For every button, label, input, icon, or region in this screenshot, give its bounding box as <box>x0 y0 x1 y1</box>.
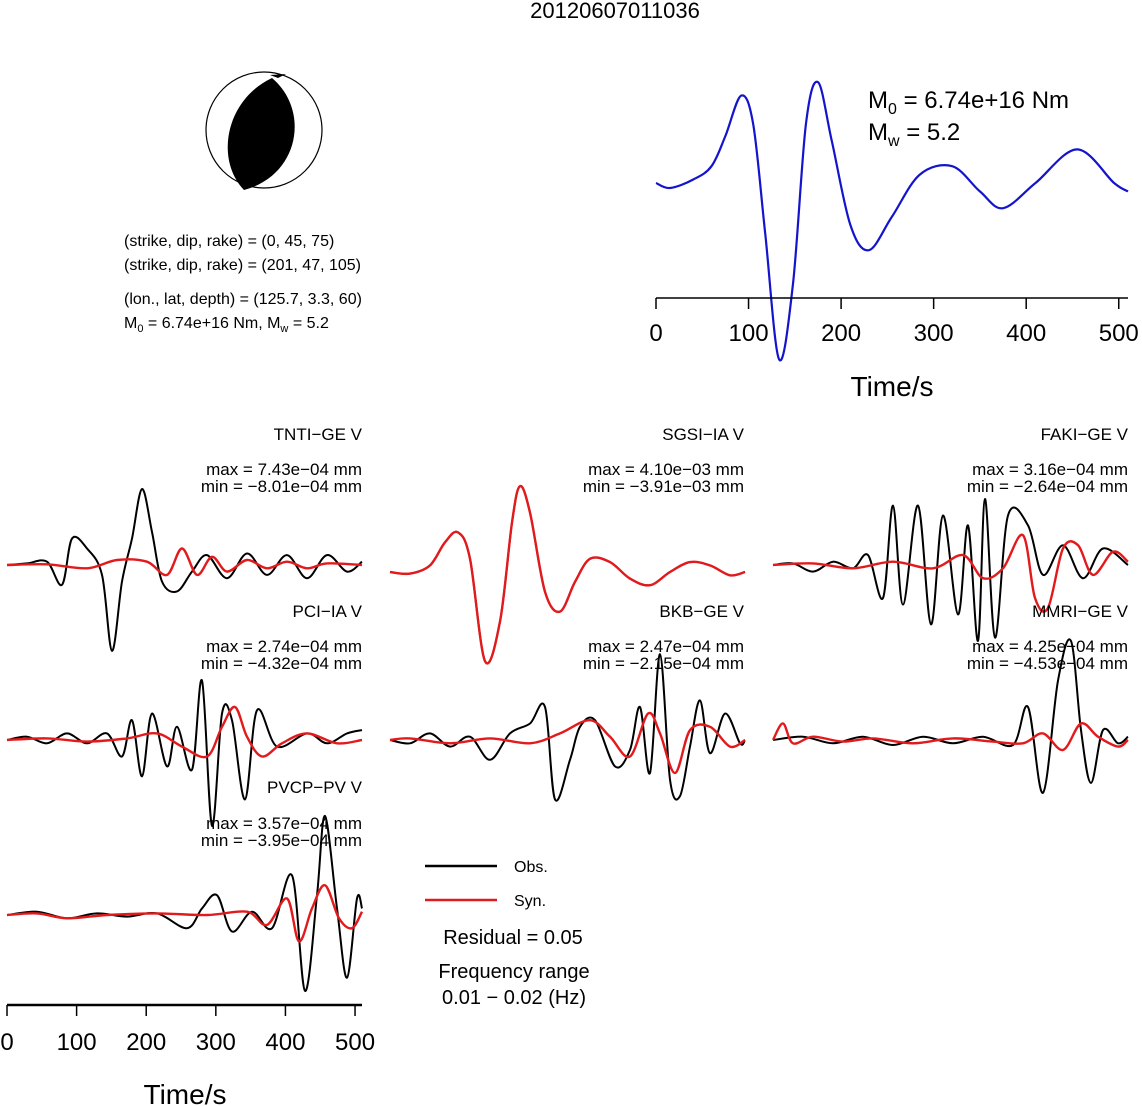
synthetic-waveform <box>771 722 1129 752</box>
moment-magnitude-line: M0 = 6.74e+16 Nm, Mw = 5.2 <box>124 315 329 335</box>
legend-syn-label: Syn. <box>514 893 546 910</box>
event-info: (strike, dip, rake) = (0, 45, 75) (strik… <box>124 233 362 335</box>
waveform-x-tick-label: 200 <box>126 1029 166 1056</box>
station-min-amplitude: min = −2.15e−04 mm <box>583 654 744 673</box>
waveform-x-tick-label: 300 <box>196 1029 236 1056</box>
observed-waveform <box>772 638 1129 794</box>
figure-title: 20120607011036 <box>530 0 700 23</box>
station-max-amplitude: max = 4.10e−03 mm <box>588 460 744 479</box>
station-min-amplitude: min = −3.95e−04 mm <box>201 831 362 850</box>
stf-x-tick-label: 100 <box>729 320 769 347</box>
waveform-x-tick-label: 500 <box>335 1029 375 1056</box>
legend-obs-label: Obs. <box>514 859 548 876</box>
hypocenter: (lon., lat, depth) = (125.7, 3.3, 60) <box>124 291 362 308</box>
station-min-amplitude: min = −2.64e−04 mm <box>967 477 1128 496</box>
observed-waveform <box>772 497 1129 642</box>
synthetic-waveform <box>6 884 364 943</box>
stf-x-tick-label: 500 <box>1099 320 1139 347</box>
station-min-amplitude: min = −8.01e−04 mm <box>201 477 362 496</box>
focal-mechanism-beachball <box>205 71 323 190</box>
station-max-amplitude: max = 3.57e−04 mm <box>206 814 362 833</box>
legend: Obs. Syn. Residual = 0.05 Frequency rang… <box>425 859 590 1009</box>
station-min-amplitude: min = −4.32e−04 mm <box>201 654 362 673</box>
station-label: TNTI−GE V <box>274 425 363 444</box>
station-label: PVCP−PV V <box>267 778 363 797</box>
station-label: BKB−GE V <box>659 602 744 621</box>
nodal-plane-1: (strike, dip, rake) = (0, 45, 75) <box>124 233 334 250</box>
stf-x-axis-label: Time/s <box>851 371 934 402</box>
station-label: SGSI−IA V <box>662 425 744 444</box>
stf-x-tick-label: 0 <box>649 320 662 347</box>
stf-m0-label: M0 = 6.74e+16 Nm <box>868 87 1069 118</box>
station-max-amplitude: max = 2.74e−04 mm <box>206 637 362 656</box>
waveform-x-tick-label: 400 <box>265 1029 305 1056</box>
stf-curve <box>655 80 1129 362</box>
beachball-compressional-quadrant <box>227 78 295 190</box>
stf-x-tick-label: 400 <box>1006 320 1046 347</box>
synthetic-waveform <box>6 547 363 577</box>
station-min-amplitude: min = −3.91e−03 mm <box>583 477 744 496</box>
observed-waveform <box>6 488 363 652</box>
synthetic-waveform <box>6 705 363 759</box>
station-label: MMRI−GE V <box>1032 602 1129 621</box>
station-label: FAKI−GE V <box>1041 425 1129 444</box>
synthetic-waveform <box>389 711 746 775</box>
stf-x-tick-label: 200 <box>821 320 861 347</box>
station-max-amplitude: max = 4.25e−04 mm <box>972 637 1128 656</box>
stf-mw-label: Mw = 5.2 <box>868 119 960 150</box>
station-max-amplitude: max = 2.47e−04 mm <box>588 637 744 656</box>
station-min-amplitude: min = −4.53e−04 mm <box>967 654 1128 673</box>
synthetic-waveform <box>389 484 746 665</box>
station-max-amplitude: max = 3.16e−04 mm <box>972 460 1128 479</box>
synthetic-waveform <box>772 533 1129 613</box>
stf-x-tick-label: 300 <box>914 320 954 347</box>
station-max-amplitude: max = 7.43e−04 mm <box>206 460 362 479</box>
beachball-top-sliver <box>270 74 286 78</box>
residual-label: Residual = 0.05 <box>443 927 583 949</box>
observed-waveform <box>389 653 746 802</box>
waveform-time-axis: 0 100 200 300 400 500 Time/s <box>0 1003 375 1106</box>
waveform-x-tick-label: 0 <box>0 1029 13 1056</box>
frequency-range-title: Frequency range <box>438 961 589 983</box>
station-label: PCI−IA V <box>293 602 363 621</box>
nodal-plane-2: (strike, dip, rake) = (201, 47, 105) <box>124 257 361 274</box>
frequency-range-value: 0.01 − 0.02 (Hz) <box>442 987 586 1009</box>
waveform-x-tick-label: 100 <box>57 1029 97 1056</box>
observed-waveform <box>6 679 363 827</box>
waveform-x-axis-label: Time/s <box>144 1079 227 1106</box>
